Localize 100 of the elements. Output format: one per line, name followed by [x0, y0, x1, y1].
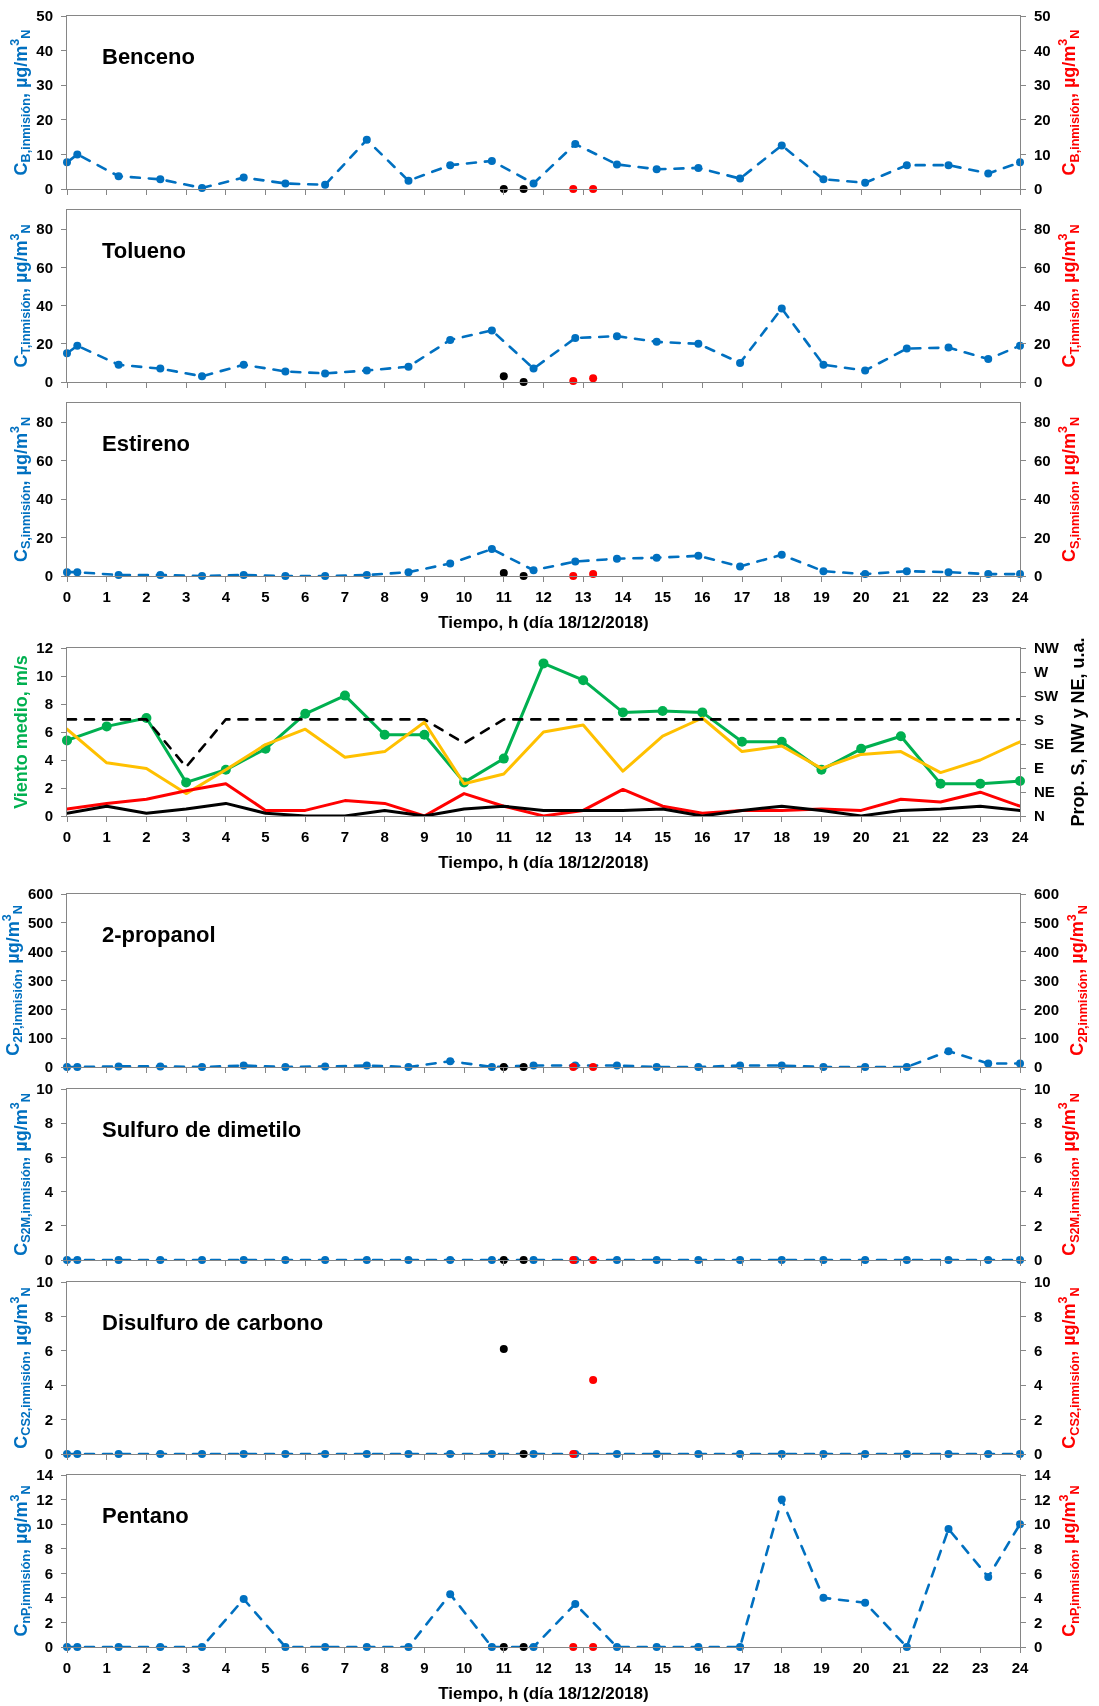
x-tick-label: 0 [62, 588, 72, 605]
x-tick-label: 18 [773, 828, 791, 845]
point [404, 1643, 413, 1651]
x-tick-label: 19 [813, 828, 830, 845]
x-tick-label: 18 [773, 1659, 791, 1676]
y-tick-label: 40 [36, 490, 53, 508]
y2-tick-label: 0 [1034, 567, 1043, 585]
x-tick-label: 23 [971, 1659, 989, 1676]
y-tick-label: 0 [44, 1445, 53, 1463]
point [281, 1063, 290, 1071]
point [239, 571, 248, 580]
x-tick-label: 14 [614, 1659, 632, 1676]
x-tick-label: 1 [102, 828, 111, 845]
y-tick-label: 4 [44, 1182, 54, 1200]
point [404, 176, 413, 185]
point [819, 1593, 828, 1602]
point [404, 1063, 413, 1071]
y2-tick-label: 60 [1034, 258, 1051, 276]
y2-tick-label: 200 [1034, 1000, 1060, 1018]
y-tick-label: 6 [44, 1342, 53, 1360]
point [281, 179, 290, 188]
y-tick-label: 200 [27, 1000, 53, 1018]
point [499, 372, 508, 381]
x-axis-title: Tiempo, h (día 18/12/2018) [438, 613, 649, 633]
x-tick-label: 12 [535, 588, 552, 605]
x-tick-label: 5 [261, 1659, 270, 1676]
point [487, 545, 496, 554]
point [984, 1572, 993, 1581]
x-tick-label: 12 [535, 1659, 552, 1676]
text: Benceno [102, 44, 195, 69]
y2-tick-label: 8 [1034, 1307, 1043, 1325]
point [902, 344, 911, 353]
text: Sulfuro de dimetilo [102, 1117, 302, 1142]
point [446, 559, 455, 568]
point [519, 1643, 528, 1651]
x-tick-label: 16 [693, 1659, 711, 1676]
y2-tick-label: 60 [1034, 451, 1051, 469]
point [281, 367, 290, 376]
x-tick-label: 7 [340, 828, 350, 845]
point [419, 729, 430, 740]
point [571, 140, 580, 149]
text: Estireno [102, 431, 191, 456]
y-tick-label: 30 [36, 76, 53, 94]
line-series [67, 801, 1020, 816]
x-tick-label: 3 [181, 1659, 191, 1676]
category-label: SE [1034, 735, 1055, 753]
y2-tick-label: 12 [1034, 1490, 1051, 1508]
y2-tick-label: 10 [1034, 1515, 1051, 1533]
point [902, 567, 911, 576]
point [694, 1063, 703, 1071]
x-tick-label: 0 [62, 828, 72, 845]
x-tick-label: 16 [693, 588, 711, 605]
y-tick-label: 10 [36, 1080, 53, 1098]
point [281, 1643, 290, 1651]
x-tick-label: 11 [495, 828, 512, 845]
x-tick-label: 19 [813, 1659, 830, 1676]
y-tick-label: 2 [44, 1410, 53, 1428]
point [446, 1057, 455, 1066]
y-tick-label: 100 [27, 1029, 53, 1047]
x-tick-label: 24 [1011, 828, 1029, 845]
point [379, 729, 390, 740]
point [519, 1063, 528, 1071]
category-label: NW [1034, 639, 1059, 657]
x-tick-label: 5 [261, 828, 270, 845]
point [487, 326, 496, 335]
y-tick-label: 60 [36, 451, 53, 469]
point [944, 1525, 953, 1534]
y-tick-label: 4 [44, 1589, 54, 1607]
point [519, 572, 528, 580]
x-tick-label: 15 [654, 1659, 671, 1676]
x-tick-label: 6 [301, 828, 310, 845]
point [321, 1062, 330, 1071]
point [321, 369, 330, 378]
y2-tick-label: 10 [1034, 145, 1051, 163]
y-tick-label: 2 [44, 1217, 53, 1235]
x-tick-label: 9 [420, 588, 429, 605]
x-tick-label: 7 [340, 1659, 350, 1676]
category-label: S [1034, 711, 1045, 729]
y-tick-label: 8 [44, 1307, 53, 1325]
point [694, 163, 703, 172]
y-tick-label: 6 [44, 1564, 53, 1582]
x-tick-label: 17 [733, 1659, 751, 1676]
y-tick-label: 300 [27, 971, 53, 989]
x-tick-label: 17 [733, 588, 751, 605]
y2-tick-label: 40 [1034, 41, 1051, 59]
category-label: NE [1034, 783, 1055, 801]
x-tick-label: 16 [693, 828, 711, 845]
y-tick-label: 50 [36, 7, 53, 25]
point [652, 165, 661, 174]
x-tick-label: 21 [892, 828, 910, 845]
y2-tick-label: 20 [1034, 335, 1051, 353]
point [571, 1600, 580, 1608]
x-tick-label: 6 [301, 1659, 310, 1676]
x-tick-label: 6 [301, 588, 310, 605]
point [652, 337, 661, 346]
point [612, 554, 621, 563]
point [777, 550, 786, 559]
point [73, 150, 82, 159]
y-tick-label: 14 [36, 1466, 54, 1484]
y2-tick-label: 6 [1034, 1564, 1043, 1582]
